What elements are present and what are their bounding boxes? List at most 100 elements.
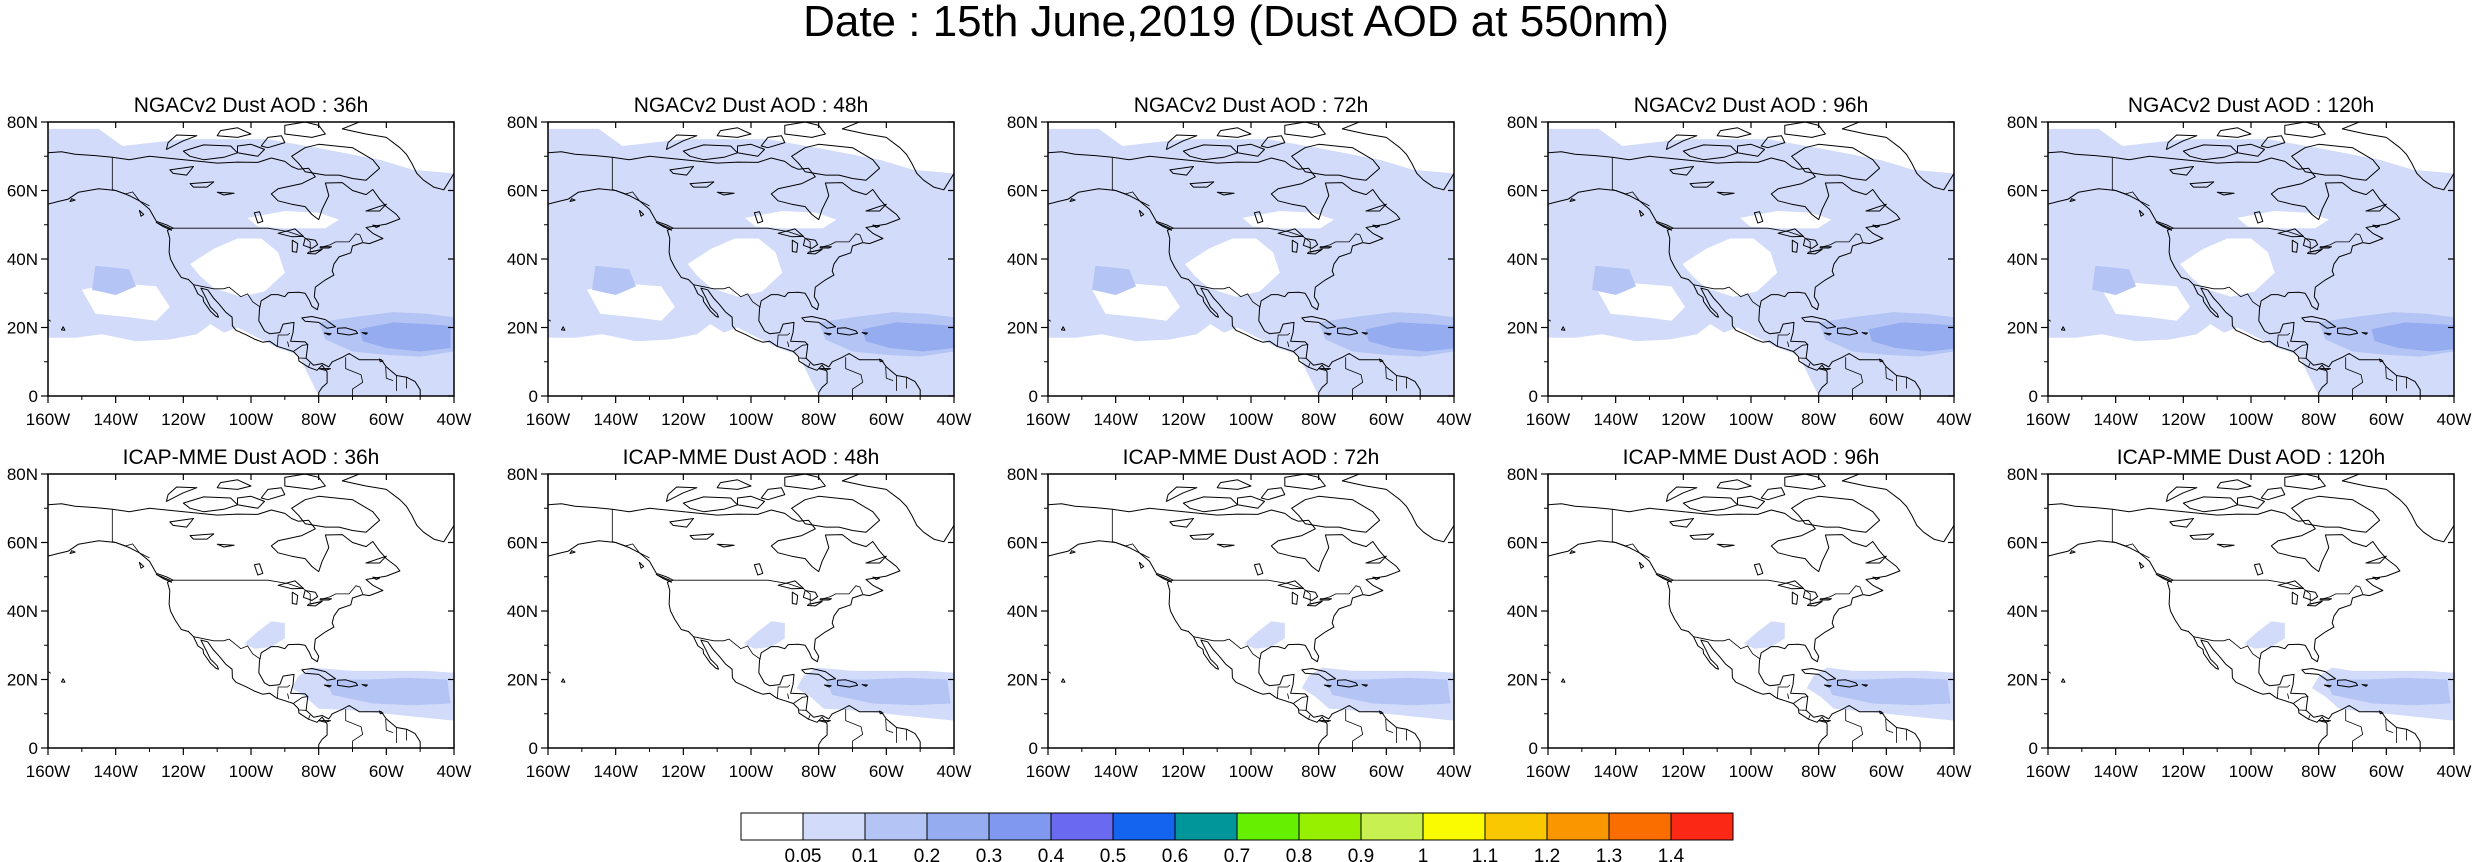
island-coast bbox=[1716, 127, 1752, 138]
island-coast bbox=[1791, 495, 1881, 533]
island-coast bbox=[237, 495, 265, 509]
island-coast bbox=[2155, 221, 2172, 231]
island-coast bbox=[569, 198, 576, 202]
island-coast bbox=[1879, 358, 1884, 363]
lat-tick-label: 60N bbox=[2007, 182, 2038, 201]
aod-level-0.3 bbox=[1365, 322, 1454, 352]
island-coast bbox=[865, 203, 887, 212]
aod-below-0.05 bbox=[247, 211, 339, 229]
lat-tick-label: 0 bbox=[1529, 739, 1538, 758]
border-line bbox=[2308, 714, 2311, 720]
lake-outline bbox=[2319, 598, 2332, 601]
lon-tick-label: 100W bbox=[229, 410, 273, 429]
border-line bbox=[777, 332, 791, 347]
island-coast bbox=[655, 221, 672, 231]
island-coast bbox=[682, 496, 738, 513]
island-coast bbox=[1323, 684, 1332, 688]
island-coast bbox=[138, 209, 145, 217]
aod-field bbox=[1548, 474, 1954, 748]
lat-tick-label: 40N bbox=[7, 250, 38, 269]
island-coast bbox=[2318, 720, 2331, 723]
border-line bbox=[1277, 332, 1291, 347]
lake-outline bbox=[1169, 518, 1194, 528]
border-line bbox=[385, 366, 394, 381]
lake-outline bbox=[302, 238, 319, 249]
lake-outline bbox=[2216, 543, 2235, 548]
island-coast bbox=[1682, 496, 1738, 513]
lon-tick-label: 160W bbox=[1026, 410, 1070, 429]
lat-tick-label: 20N bbox=[7, 671, 38, 690]
island-coast bbox=[182, 144, 238, 161]
island-coast bbox=[2237, 495, 2265, 509]
island-coast bbox=[1260, 135, 1286, 149]
colorbar-box bbox=[1174, 812, 1238, 841]
border-line bbox=[1845, 357, 1864, 396]
aod-field bbox=[2048, 474, 2454, 748]
political-borders bbox=[1111, 157, 1407, 396]
island-coast bbox=[737, 495, 765, 509]
lon-tick-label: 140W bbox=[593, 410, 637, 429]
lon-tick-label: 80W bbox=[301, 410, 336, 429]
colorbar-box bbox=[740, 812, 804, 841]
lon-tick-label: 160W bbox=[1526, 762, 1570, 781]
island-coast bbox=[879, 710, 884, 715]
aod-field bbox=[548, 122, 954, 396]
island-coast bbox=[1548, 319, 1551, 322]
island-coast bbox=[872, 576, 881, 580]
lat-tick-label: 0 bbox=[1029, 387, 1038, 406]
lat-tick-label: 0 bbox=[29, 387, 38, 406]
lon-tick-label: 40W bbox=[1437, 762, 1472, 781]
political-borders bbox=[1611, 509, 1907, 748]
lake-outline bbox=[1716, 543, 1735, 548]
border-line bbox=[287, 341, 290, 348]
island-coast bbox=[61, 678, 66, 683]
lon-tick-label: 60W bbox=[869, 410, 904, 429]
colorbar-box bbox=[864, 812, 928, 841]
island-coast bbox=[2323, 684, 2332, 688]
coastlines bbox=[1548, 474, 1954, 748]
colorbar-box bbox=[1422, 812, 1486, 841]
panel-title: ICAP-MME Dust AOD : 120h bbox=[2117, 446, 2385, 469]
island-coast bbox=[1216, 479, 1252, 490]
island-coast bbox=[2069, 550, 2076, 554]
lake-outline bbox=[2291, 591, 2299, 605]
island-coast bbox=[2323, 332, 2332, 336]
lat-tick-label: 40N bbox=[1007, 602, 1038, 621]
greenland-coast bbox=[1341, 122, 1454, 191]
political-borders bbox=[2111, 509, 2407, 748]
lake-outline bbox=[2253, 211, 2264, 224]
island-coast bbox=[1861, 684, 1868, 687]
greenland-coast bbox=[1841, 474, 1954, 543]
border-line bbox=[1777, 684, 1791, 699]
colorbar-box bbox=[802, 812, 866, 841]
lon-tick-label: 160W bbox=[26, 410, 70, 429]
island-coast bbox=[2048, 319, 2051, 322]
border-line bbox=[111, 509, 150, 559]
lake-outline bbox=[1689, 181, 1715, 188]
border-line bbox=[1693, 636, 1761, 660]
lon-tick-label: 100W bbox=[2229, 410, 2273, 429]
border-line bbox=[2385, 718, 2394, 733]
colorbar-box bbox=[1050, 812, 1114, 841]
lon-tick-label: 40W bbox=[1437, 410, 1472, 429]
lon-tick-label: 80W bbox=[801, 410, 836, 429]
ngac-map-panel: NGACv2 Dust AOD : 72h 80N 60N 40N 20N 0 160W 14… bbox=[1007, 94, 1472, 429]
lat-tick-label: 80N bbox=[2007, 113, 2038, 132]
island-coast bbox=[2301, 668, 2337, 681]
island-coast bbox=[379, 358, 384, 363]
lake-outline bbox=[189, 181, 215, 188]
panel-title: NGACv2 Dust AOD : 72h bbox=[1134, 94, 1369, 117]
border-line bbox=[308, 714, 311, 720]
aod-below-0.05 bbox=[1242, 211, 1334, 229]
lake-outline bbox=[819, 246, 832, 249]
island-coast bbox=[1361, 684, 1368, 687]
border-line bbox=[1885, 366, 1894, 381]
lon-tick-label: 100W bbox=[729, 410, 773, 429]
island-coast bbox=[155, 573, 172, 583]
colorbar-label: 0.4 bbox=[1038, 846, 1065, 862]
lake-outline bbox=[689, 533, 715, 540]
lon-tick-label: 120W bbox=[1661, 762, 1705, 781]
island-coast bbox=[1361, 332, 1368, 335]
island-coast bbox=[1260, 487, 1286, 501]
border-line bbox=[1193, 284, 1261, 308]
